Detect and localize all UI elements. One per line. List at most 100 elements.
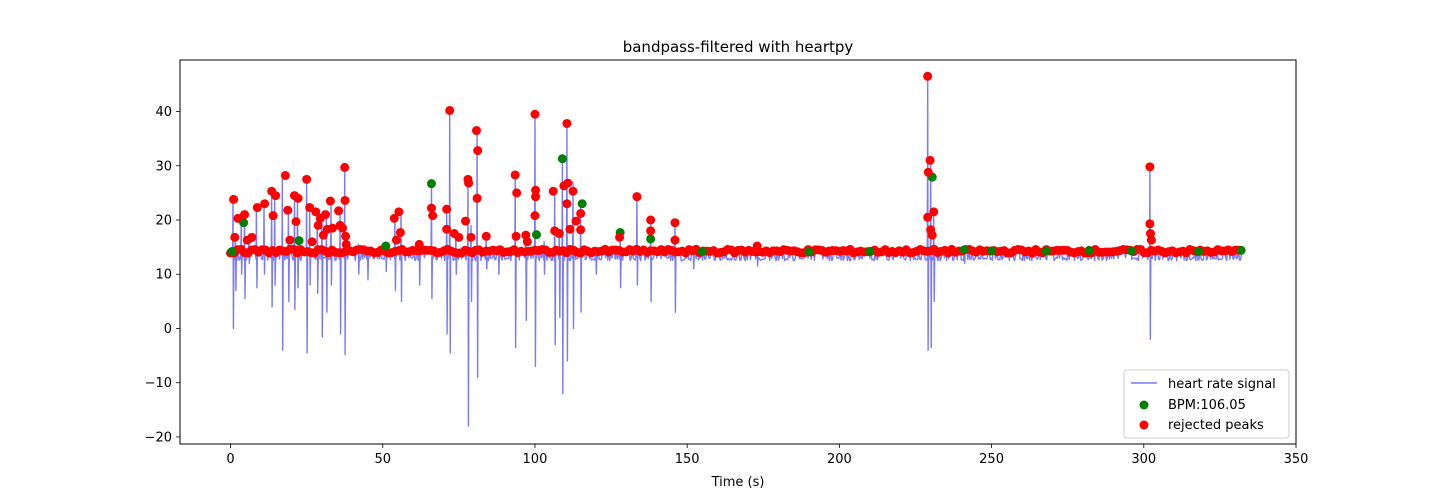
- rejected-peak-point: [562, 118, 572, 128]
- legend-label-accepted: BPM:106.05: [1168, 398, 1246, 413]
- rejected-peak-point: [260, 199, 270, 209]
- chart-title: bandpass-filtered with heartpy: [623, 38, 854, 56]
- rejected-peak-point: [395, 227, 405, 237]
- rejected-peak-point: [568, 186, 578, 196]
- rejected-peak-point: [472, 193, 482, 203]
- rejected-peak-point: [394, 207, 404, 217]
- rejected-peak-point: [1145, 219, 1155, 229]
- y-tick-label: 40: [155, 105, 172, 120]
- x-axis-label: Time (s): [711, 475, 765, 490]
- rejected-peak-point: [428, 211, 438, 221]
- accepted-peak-point: [557, 154, 567, 164]
- accepted-peak-point: [531, 230, 541, 240]
- rejected-peak-point: [442, 204, 452, 214]
- rejected-peak-point: [530, 211, 540, 221]
- rejected-peak-point: [923, 167, 933, 177]
- x-tick-label: 50: [374, 452, 391, 467]
- rejected-peak-point: [481, 231, 491, 241]
- rejected-peak-point: [230, 232, 240, 242]
- x-tick-label: 150: [675, 452, 700, 467]
- rejected-peak-point: [311, 207, 321, 217]
- rejected-peak-point: [442, 224, 452, 234]
- accepted-peak-point: [1127, 246, 1137, 256]
- rejected-peak-point: [414, 239, 424, 249]
- accepted-peak-point: [1041, 246, 1051, 256]
- legend-marker-accepted: [1139, 400, 1149, 410]
- rejected-peak-point: [670, 235, 680, 245]
- rejected-peak-point: [646, 226, 656, 236]
- rejected-peak-point: [562, 199, 572, 209]
- rejected-peak-point: [328, 223, 338, 233]
- y-tick-label: −10: [145, 376, 172, 391]
- accepted-peak-point: [294, 236, 304, 246]
- rejected-peak-point: [464, 178, 474, 188]
- rejected-peak-point: [285, 235, 295, 245]
- accepted-peak-point: [426, 179, 436, 189]
- rejected-peak-point: [280, 171, 290, 181]
- rejected-peak-point: [670, 218, 680, 228]
- y-tick-label: 10: [155, 268, 172, 283]
- rejected-peak-point: [271, 191, 281, 201]
- rejected-peak-point: [268, 211, 278, 221]
- rejected-peak-point: [522, 237, 532, 247]
- accepted-peak-point: [1194, 246, 1204, 256]
- rejected-peak-point: [325, 196, 335, 206]
- rejected-peak-point: [391, 235, 401, 245]
- y-axis: −20 −10 0 10 20 30 40: [145, 105, 180, 445]
- rejected-peak-point: [334, 206, 344, 216]
- y-tick-label: 30: [155, 159, 172, 174]
- legend-label-rejected: rejected peaks: [1168, 418, 1264, 433]
- rejected-peak-point: [341, 231, 351, 241]
- rejected-peak-point: [240, 210, 250, 220]
- x-tick-label: 300: [1131, 452, 1156, 467]
- rejected-peak-point: [571, 216, 581, 226]
- rejected-peak-point: [554, 229, 564, 239]
- rejected-peak-point: [530, 109, 540, 119]
- rejected-peak-point: [466, 232, 476, 242]
- rejected-peak-point: [338, 223, 348, 233]
- accepted-peak-point: [227, 246, 237, 256]
- rejected-peak-point: [302, 174, 312, 184]
- rejected-peak-point: [247, 232, 257, 242]
- y-tick-label: 0: [164, 322, 172, 337]
- accepted-peak-point: [804, 247, 814, 257]
- rejected-peak-point: [473, 146, 483, 156]
- rejected-peak-point: [461, 216, 471, 226]
- accepted-peak-point: [381, 241, 391, 251]
- accepted-peak-point: [987, 246, 997, 256]
- x-tick-label: 250: [979, 452, 1004, 467]
- legend-marker-rejected: [1139, 420, 1149, 430]
- y-tick-label: 20: [155, 214, 172, 229]
- rejected-peak-point: [293, 193, 303, 203]
- rejected-peak-point: [512, 188, 522, 198]
- rejected-peak-point: [291, 217, 301, 227]
- accepted-peak-point: [1084, 245, 1094, 255]
- rejected-peak-point: [929, 207, 939, 217]
- accepted-peak-point: [1236, 245, 1246, 255]
- rejected-peak-point: [615, 232, 625, 242]
- rejected-peak-point: [511, 231, 521, 241]
- legend-label-signal: heart rate signal: [1168, 377, 1276, 392]
- rejected-peak-point: [426, 203, 436, 213]
- plot-frame: [179, 59, 1297, 445]
- rejected-peak-point: [341, 239, 351, 249]
- accepted-peak-point: [697, 246, 707, 256]
- x-axis: 0 50 100 150 200 250 300 350: [226, 444, 1308, 467]
- rejected-peak-point: [923, 71, 933, 81]
- rejected-peak-point: [1145, 162, 1155, 172]
- rejected-peak-point: [531, 185, 541, 195]
- rejected-peak-point: [565, 224, 575, 234]
- plot-area: [226, 71, 1246, 427]
- accepted-peak-point: [646, 234, 656, 244]
- rejected-peak-point: [923, 212, 933, 222]
- rejected-peak-point: [563, 178, 573, 188]
- rejected-peak-point: [531, 192, 541, 202]
- rejected-peak-point: [445, 105, 455, 115]
- rejected-peak-point: [340, 162, 350, 172]
- x-tick-label: 100: [523, 452, 548, 467]
- rejected-peak-point: [548, 186, 558, 196]
- rejected-peak-point: [510, 170, 520, 180]
- rejected-peak-point: [313, 220, 323, 230]
- rejected-peak-point: [576, 225, 586, 235]
